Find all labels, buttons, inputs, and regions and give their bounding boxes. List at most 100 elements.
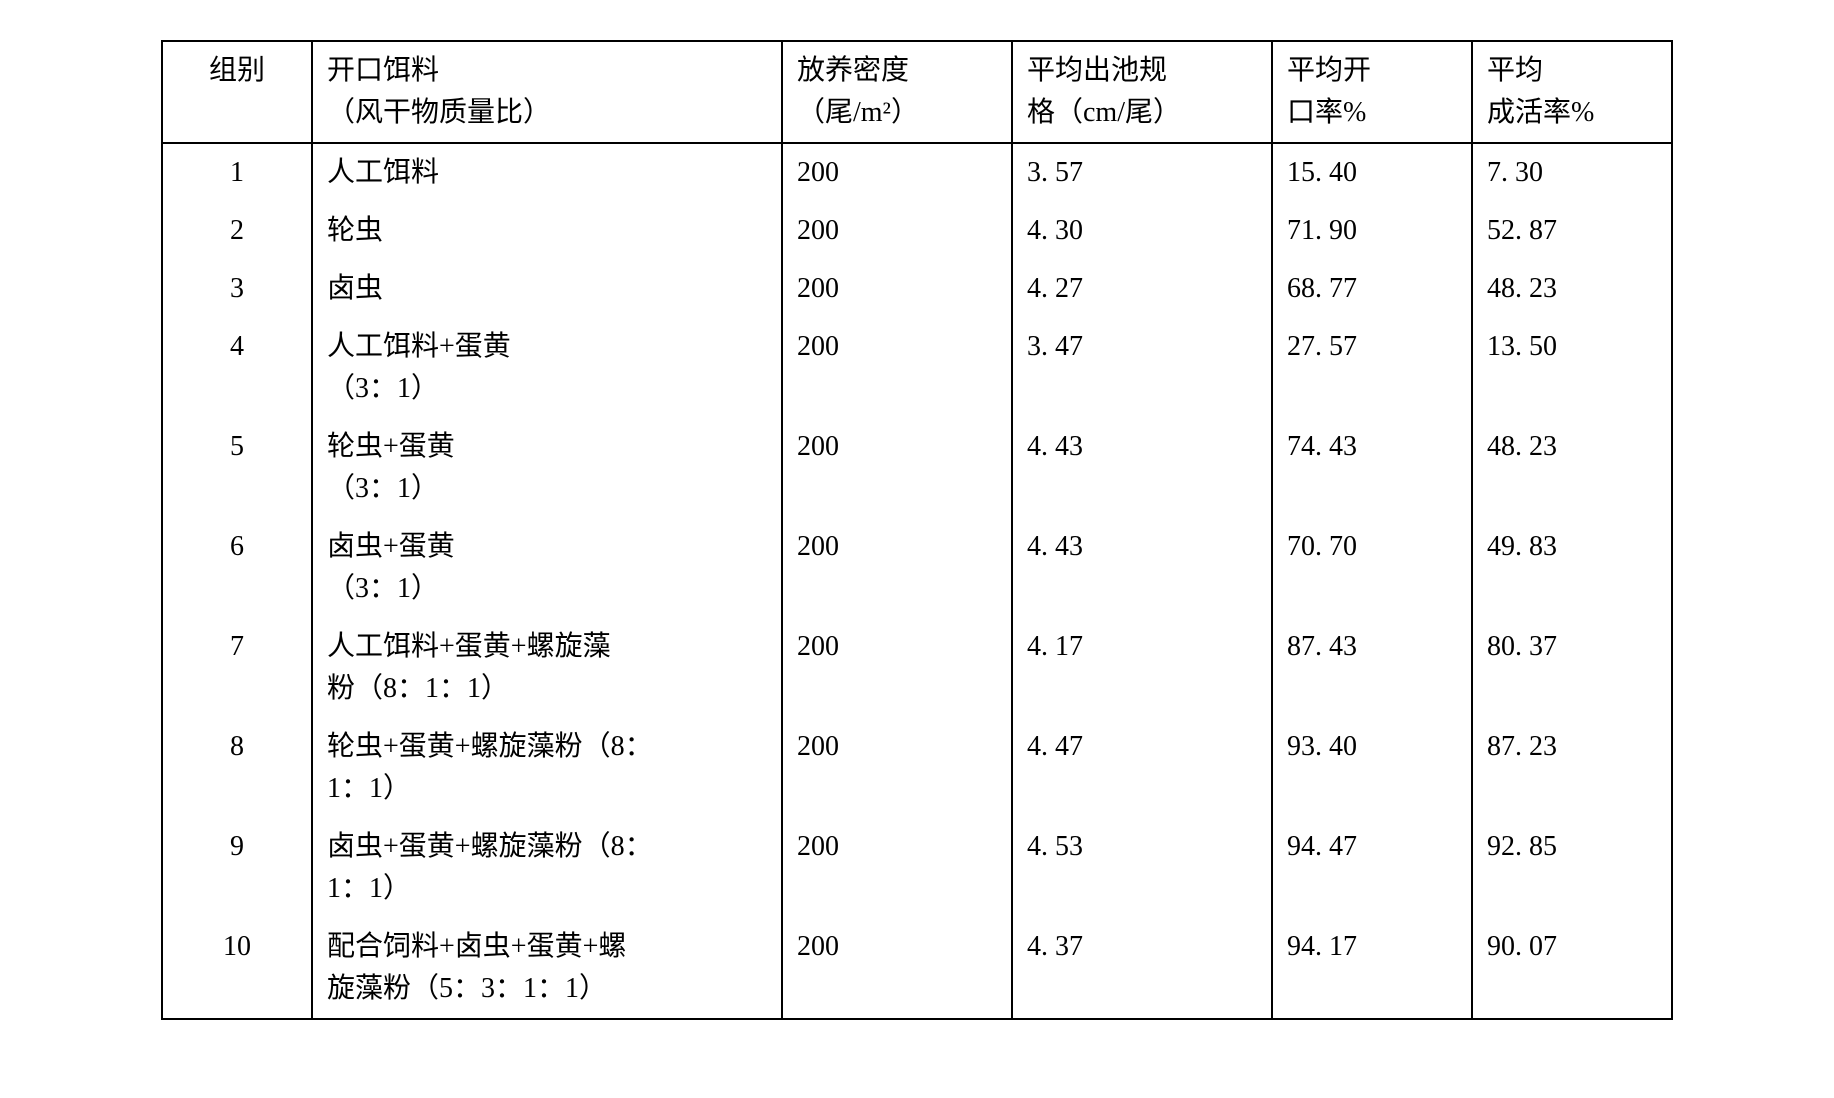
- cell-feed: 卤虫+蛋黄+螺旋藻粉（8： 1：1）: [312, 818, 782, 918]
- cell-survival-rate: 52. 87: [1472, 202, 1672, 260]
- cell-group: 1: [162, 143, 312, 202]
- header-group: 组别: [162, 41, 312, 143]
- cell-text: 旋藻粉（5：3：1：1）: [327, 973, 607, 1004]
- cell-survival-rate: 92. 85: [1472, 818, 1672, 918]
- cell-group: 7: [162, 618, 312, 718]
- cell-text: 轮虫+蛋黄+螺旋藻粉（8：: [327, 731, 653, 762]
- cell-text: 人工饵料+蛋黄: [327, 331, 511, 362]
- cell-feed: 轮虫+蛋黄+螺旋藻粉（8： 1：1）: [312, 718, 782, 818]
- cell-size: 4. 30: [1012, 202, 1272, 260]
- cell-group: 9: [162, 818, 312, 918]
- cell-survival-rate: 87. 23: [1472, 718, 1672, 818]
- header-text: 成活率%: [1487, 97, 1594, 128]
- cell-density: 200: [782, 718, 1012, 818]
- cell-size: 4. 27: [1012, 260, 1272, 318]
- header-row: 组别 开口饵料 （风干物质量比） 放养密度 （尾/m²） 平均出池规 格（cm/…: [162, 41, 1672, 143]
- cell-group: 6: [162, 518, 312, 618]
- table-row: 3卤虫2004. 2768. 7748. 23: [162, 260, 1672, 318]
- cell-open-rate: 68. 77: [1272, 260, 1472, 318]
- header-text: （风干物质量比）: [327, 97, 551, 128]
- header-text: 口率%: [1287, 97, 1366, 128]
- header-density: 放养密度 （尾/m²）: [782, 41, 1012, 143]
- cell-text: （3：1）: [327, 573, 439, 604]
- cell-size: 4. 43: [1012, 518, 1272, 618]
- header-feed: 开口饵料 （风干物质量比）: [312, 41, 782, 143]
- header-open-rate: 平均开 口率%: [1272, 41, 1472, 143]
- table-header: 组别 开口饵料 （风干物质量比） 放养密度 （尾/m²） 平均出池规 格（cm/…: [162, 41, 1672, 143]
- cell-open-rate: 71. 90: [1272, 202, 1472, 260]
- table-row: 4 人工饵料+蛋黄 （3：1） 2003. 4727. 5713. 50: [162, 318, 1672, 418]
- cell-group: 2: [162, 202, 312, 260]
- cell-survival-rate: 90. 07: [1472, 918, 1672, 1019]
- cell-text: 1：1）: [327, 873, 411, 904]
- cell-open-rate: 70. 70: [1272, 518, 1472, 618]
- cell-group: 5: [162, 418, 312, 518]
- cell-size: 4. 17: [1012, 618, 1272, 718]
- header-size: 平均出池规 格（cm/尾）: [1012, 41, 1272, 143]
- cell-text: 人工饵料+蛋黄+螺旋藻: [327, 631, 611, 662]
- cell-size: 4. 47: [1012, 718, 1272, 818]
- cell-open-rate: 94. 17: [1272, 918, 1472, 1019]
- cell-open-rate: 27. 57: [1272, 318, 1472, 418]
- cell-text: （3：1）: [327, 373, 439, 404]
- header-text: 平均开: [1287, 55, 1371, 86]
- header-text: 格（cm/尾）: [1027, 97, 1181, 128]
- cell-feed: 轮虫+蛋黄 （3：1）: [312, 418, 782, 518]
- cell-text: 配合饲料+卤虫+蛋黄+螺: [327, 931, 626, 962]
- table-row: 9卤虫+蛋黄+螺旋藻粉（8：1：1）2004. 5394. 4792. 85: [162, 818, 1672, 918]
- cell-survival-rate: 7. 30: [1472, 143, 1672, 202]
- table-row: 5轮虫+蛋黄（3：1）2004. 4374. 4348. 23: [162, 418, 1672, 518]
- header-text: 平均: [1487, 55, 1543, 86]
- cell-group: 8: [162, 718, 312, 818]
- header-survival-rate: 平均 成活率%: [1472, 41, 1672, 143]
- cell-density: 200: [782, 318, 1012, 418]
- cell-density: 200: [782, 260, 1012, 318]
- cell-feed: 卤虫+蛋黄 （3：1）: [312, 518, 782, 618]
- cell-text: 1：1）: [327, 773, 411, 804]
- table-row: 2轮虫2004. 3071. 9052. 87: [162, 202, 1672, 260]
- cell-text: 粉（8：1：1）: [327, 673, 509, 704]
- table-row: 10配合饲料+卤虫+蛋黄+螺旋藻粉（5：3：1：1）2004. 3794. 17…: [162, 918, 1672, 1019]
- cell-feed: 人工饵料+蛋黄+螺旋藻粉（8：1：1）: [312, 618, 782, 718]
- cell-density: 200: [782, 418, 1012, 518]
- cell-open-rate: 93. 40: [1272, 718, 1472, 818]
- cell-group: 4: [162, 318, 312, 418]
- cell-open-rate: 74. 43: [1272, 418, 1472, 518]
- cell-density: 200: [782, 918, 1012, 1019]
- table-row: 6 卤虫+蛋黄 （3：1） 2004. 4370. 7049. 83: [162, 518, 1672, 618]
- cell-text: 卤虫+蛋黄: [327, 531, 455, 562]
- cell-survival-rate: 48. 23: [1472, 418, 1672, 518]
- cell-group: 3: [162, 260, 312, 318]
- header-text: 开口饵料: [327, 55, 439, 86]
- cell-open-rate: 15. 40: [1272, 143, 1472, 202]
- cell-feed: 人工饵料: [312, 143, 782, 202]
- table-row: 8 轮虫+蛋黄+螺旋藻粉（8： 1：1） 2004. 4793. 4087. 23: [162, 718, 1672, 818]
- cell-density: 200: [782, 518, 1012, 618]
- table-row: 7人工饵料+蛋黄+螺旋藻粉（8：1：1）2004. 1787. 4380. 37: [162, 618, 1672, 718]
- table-row: 1人工饵料2003. 5715. 407. 30: [162, 143, 1672, 202]
- header-text: 平均出池规: [1027, 55, 1167, 86]
- cell-text: （3：1）: [327, 473, 439, 504]
- cell-feed: 卤虫: [312, 260, 782, 318]
- data-table: 组别 开口饵料 （风干物质量比） 放养密度 （尾/m²） 平均出池规 格（cm/…: [161, 40, 1673, 1020]
- cell-density: 200: [782, 818, 1012, 918]
- cell-size: 3. 57: [1012, 143, 1272, 202]
- table-body: 1人工饵料2003. 5715. 407. 302轮虫2004. 3071. 9…: [162, 143, 1672, 1019]
- cell-group: 10: [162, 918, 312, 1019]
- cell-size: 4. 37: [1012, 918, 1272, 1019]
- cell-size: 4. 53: [1012, 818, 1272, 918]
- cell-text: 轮虫+蛋黄: [327, 431, 455, 462]
- header-text: 组别: [209, 55, 265, 86]
- cell-size: 3. 47: [1012, 318, 1272, 418]
- cell-survival-rate: 13. 50: [1472, 318, 1672, 418]
- cell-survival-rate: 48. 23: [1472, 260, 1672, 318]
- cell-feed: 人工饵料+蛋黄 （3：1）: [312, 318, 782, 418]
- cell-feed: 轮虫: [312, 202, 782, 260]
- cell-survival-rate: 49. 83: [1472, 518, 1672, 618]
- cell-density: 200: [782, 618, 1012, 718]
- cell-feed: 配合饲料+卤虫+蛋黄+螺旋藻粉（5：3：1：1）: [312, 918, 782, 1019]
- cell-survival-rate: 80. 37: [1472, 618, 1672, 718]
- cell-text: 卤虫+蛋黄+螺旋藻粉（8：: [327, 831, 653, 862]
- cell-open-rate: 87. 43: [1272, 618, 1472, 718]
- header-text: 放养密度: [797, 55, 909, 86]
